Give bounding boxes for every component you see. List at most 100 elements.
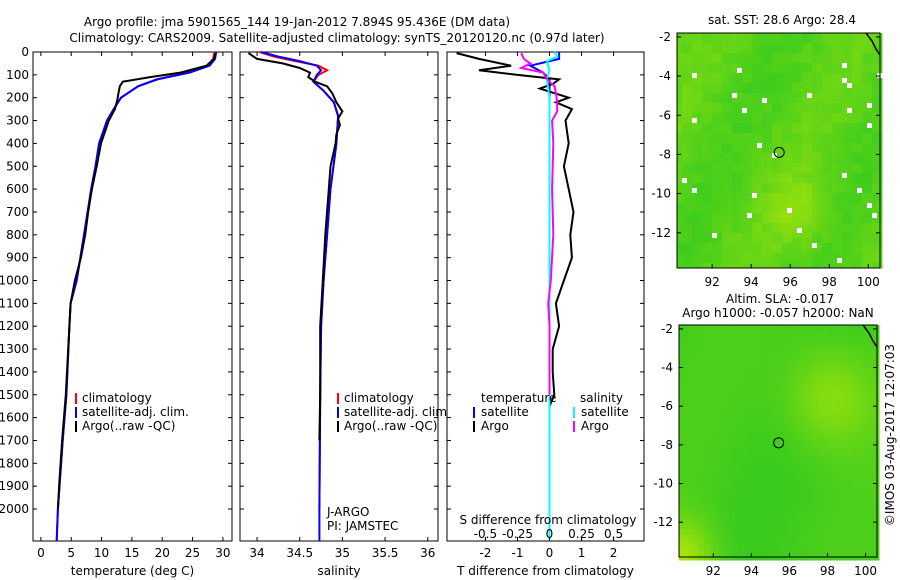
map-cell: [799, 480, 805, 486]
map-cell: [857, 183, 863, 189]
map-cell: [787, 188, 793, 194]
map-cell: [777, 263, 783, 269]
map-cell: [707, 223, 713, 229]
map-cell: [844, 480, 850, 486]
map-cell: [682, 88, 688, 94]
map-cell: [687, 73, 693, 79]
map-cell: [769, 500, 775, 506]
map-cell: [714, 405, 720, 411]
map-cell: [842, 83, 848, 89]
map-cell: [784, 530, 790, 536]
map-cell: [797, 138, 803, 144]
map-cell: [852, 73, 858, 79]
map-cell: [844, 500, 850, 506]
map-cell: [727, 43, 733, 49]
map-cell: [742, 103, 748, 109]
map-cell: [832, 143, 838, 149]
map-cell: [762, 78, 768, 84]
map-cell: [787, 118, 793, 124]
map-cell: [712, 78, 718, 84]
map-cell: [824, 530, 830, 536]
map-cell: [814, 405, 820, 411]
map-cell: [727, 73, 733, 79]
map-cell: [862, 193, 868, 199]
map-cell: [792, 253, 798, 259]
map-cell: [837, 148, 843, 154]
map-cell: [702, 168, 708, 174]
map-cell: [684, 465, 690, 471]
map-cell: [857, 263, 863, 269]
map-cell: [739, 380, 745, 386]
map-cell: [772, 48, 778, 54]
map-cell: [827, 88, 833, 94]
map-cell: [824, 370, 830, 376]
map-cell: [739, 450, 745, 456]
map-cell: [807, 238, 813, 244]
map-cell: [694, 435, 700, 441]
map-cell: [847, 203, 853, 209]
map-cell: [824, 550, 830, 556]
map-cell: [712, 148, 718, 154]
map-cell: [704, 365, 710, 371]
map-cell: [712, 213, 718, 219]
map-cell: [759, 450, 765, 456]
map-cell: [722, 108, 728, 114]
map-cell: [712, 208, 718, 214]
map-cell: [687, 63, 693, 69]
map-cell: [812, 143, 818, 149]
map-cell: [679, 410, 685, 416]
map-cell: [852, 223, 858, 229]
map-cell: [864, 430, 870, 436]
map-y-tick-label: -10: [651, 187, 671, 201]
map-cell: [692, 108, 698, 114]
map-cell: [754, 435, 760, 441]
map-cell: [804, 345, 810, 351]
map-cell: [749, 465, 755, 471]
map-cell: [842, 253, 848, 259]
map-cell: [714, 350, 720, 356]
map-cell: [824, 400, 830, 406]
map-cell: [827, 128, 833, 134]
map-cell: [684, 550, 690, 556]
map-cell: [782, 68, 788, 74]
map-cell: [759, 540, 765, 546]
map-cell: [852, 123, 858, 129]
map-cell: [787, 158, 793, 164]
map-cell: [814, 510, 820, 516]
map-cell: [842, 258, 848, 264]
map-cell: [722, 178, 728, 184]
map-cell: [832, 153, 838, 159]
map-cell: [692, 113, 698, 119]
map-cell: [689, 430, 695, 436]
map-cell: [857, 238, 863, 244]
map-cell: [689, 515, 695, 521]
map-cell: [739, 475, 745, 481]
map-cell: [767, 148, 773, 154]
map-cell: [712, 233, 718, 239]
map-cell: [727, 163, 733, 169]
map-cell: [794, 325, 800, 331]
map-cell: [854, 375, 860, 381]
map-cell: [824, 380, 830, 386]
map-cell: [787, 98, 793, 104]
map-cell: [804, 340, 810, 346]
map-cell: [812, 78, 818, 84]
map-cell: [772, 128, 778, 134]
map-cell: [822, 108, 828, 114]
map-cell: [762, 223, 768, 229]
map-cell: [729, 485, 735, 491]
map-cell: [709, 345, 715, 351]
map-cell: [707, 83, 713, 89]
map-cell: [754, 380, 760, 386]
map-cell: [824, 345, 830, 351]
map-cell: [754, 345, 760, 351]
map-cell: [832, 168, 838, 174]
map-cell: [759, 325, 765, 331]
map-cell: [772, 113, 778, 119]
map-cell: [817, 238, 823, 244]
map-cell: [769, 460, 775, 466]
map-cell: [774, 440, 780, 446]
map-cell: [842, 233, 848, 239]
map-cell: [802, 133, 808, 139]
map-cell: [702, 158, 708, 164]
